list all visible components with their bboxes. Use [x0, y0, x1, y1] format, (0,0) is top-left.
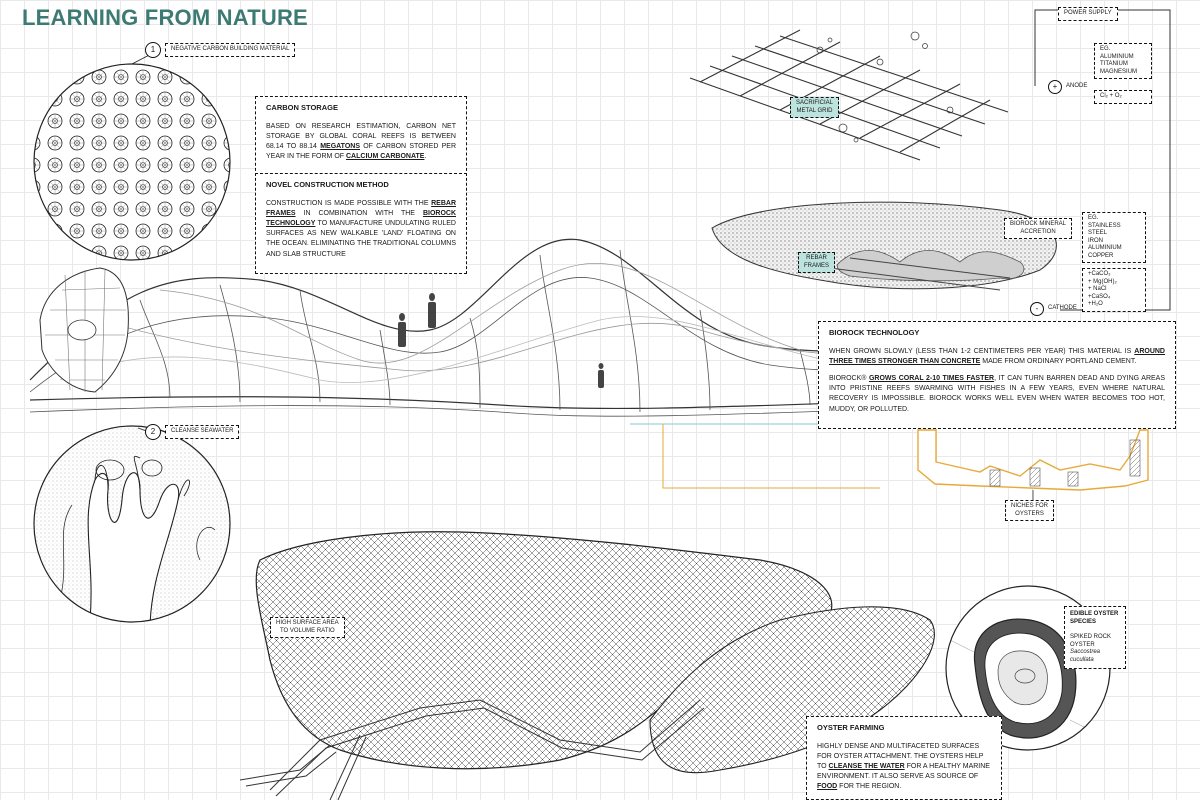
- emphasis-calcium-carbonate: CALCIUM CARBONATE: [346, 153, 425, 161]
- anode-plus-symbol: +: [1048, 80, 1062, 94]
- carbon-storage-box: CARBON STORAGE BASED ON RESEARCH ESTIMAT…: [255, 96, 467, 177]
- emphasis-food: FOOD: [817, 783, 838, 791]
- line: +CaSO₄: [1088, 293, 1111, 300]
- compounds-label: +CaCO₃ + Mg(OH)₂ + NaCl +CaSO₄ +H₂O: [1082, 268, 1146, 312]
- section-number-1: 1: [145, 42, 161, 58]
- text-run: .: [424, 153, 427, 161]
- section-label-1: NEGATIVE CARBON BUILDING MATERIAL: [165, 43, 296, 57]
- human-figures: [398, 293, 604, 388]
- oyster-farming-heading: OYSTER FARMING: [817, 723, 885, 732]
- surface-area-label: HIGH SURFACE AREA TO VOLUME RATIO: [270, 617, 345, 638]
- sponge-circle-illustration: [33, 425, 231, 623]
- sacrificial-metal-grid: [689, 29, 1009, 161]
- line: + Mg(OH)₂: [1088, 278, 1117, 285]
- line: COPPER: [1088, 252, 1114, 259]
- text-run: BIOROCK®: [829, 375, 869, 383]
- gas-output-label: Cl₂ + O₂: [1094, 90, 1152, 104]
- text-run: FOR A HEALTHY MARINE ENVIRONMENT. IT ALS…: [817, 763, 990, 781]
- faceted-reef-wing: [649, 606, 935, 774]
- cathode-minus-symbol: -: [1030, 302, 1044, 316]
- novel-construction-text: CONSTRUCTION IS MADE POSSIBLE WITH THE R…: [266, 199, 456, 260]
- biorock-accretion-slab: [711, 201, 1057, 291]
- line: SACRIFICIAL: [796, 100, 834, 106]
- line: ALUMINIUM: [1100, 53, 1134, 60]
- text-run: TO MANUFACTURE UNDULATING RULED SURFACES…: [266, 220, 456, 258]
- mineral-accretion-label: BIOROCK MINERAL ACCRETION: [1004, 218, 1073, 239]
- power-supply-label: POWER SUPPLY: [1058, 7, 1118, 21]
- line: OYSTER: [1070, 641, 1095, 648]
- line: EG.: [1100, 46, 1111, 52]
- section-number-2: 2: [145, 424, 161, 440]
- faceted-reef-structure: [255, 531, 833, 770]
- cathode-label: CATHODE: [1048, 305, 1077, 311]
- line: + NaCl: [1088, 286, 1107, 292]
- text-run: BASED ON RESEARCH ESTIMATION, CARBON NET…: [266, 122, 456, 151]
- line: ALUMINIUM: [1088, 245, 1122, 251]
- line: TO VOLUME RATIO: [279, 627, 335, 634]
- line: IRON: [1088, 237, 1103, 244]
- oyster-niches-label: NICHES FOR OYSTERS: [1005, 500, 1055, 521]
- emphasis-rebar-frames: REBAR FRAMES: [266, 199, 456, 218]
- oyster-farming-text: HIGHLY DENSE AND MULTIFACETED SURFACES F…: [817, 742, 991, 793]
- line: HIGH SURFACE AREA: [276, 620, 339, 626]
- anode-materials-label: EG. ALUMINIUM TITANIUM MAGNESIUM: [1094, 43, 1152, 79]
- oyster-farming-box: OYSTER FARMING HIGHLY DENSE AND MULTIFAC…: [806, 716, 1002, 800]
- line: EG.: [1088, 215, 1099, 221]
- line: METAL GRID: [796, 107, 833, 114]
- line: EDIBLE OYSTER: [1070, 611, 1119, 617]
- carbon-storage-text: BASED ON RESEARCH ESTIMATION, CARBON NET…: [266, 122, 456, 163]
- biorock-heading: BIOROCK TECHNOLOGY: [829, 328, 920, 337]
- biorock-technology-box: BIOROCK TECHNOLOGY WHEN GROWN SLOWLY (LE…: [818, 321, 1176, 429]
- line: cucullata: [1070, 656, 1094, 663]
- emphasis-grows-coral-faster: GROWS CORAL 2-10 TIMES FASTER: [868, 375, 995, 383]
- rebar-frames-label: REBAR FRAMES: [798, 252, 836, 273]
- carbon-storage-heading: CARBON STORAGE: [266, 103, 338, 112]
- text-run: CONSTRUCTION IS MADE POSSIBLE WITH THE: [266, 199, 432, 207]
- oyster-species-label: EDIBLE OYSTER SPECIES SPIKED ROCK OYSTER…: [1064, 606, 1126, 669]
- oyster-niches-section: [917, 429, 1149, 491]
- anode-label: ANODE: [1066, 83, 1088, 89]
- undulating-pavilion-structure: [29, 238, 991, 417]
- line: +H₂O: [1088, 301, 1103, 307]
- emphasis-biorock-technology: BIOROCK TECHNOLOGY: [266, 210, 456, 228]
- text-run: FOR THE REGION.: [837, 783, 902, 791]
- text-run: WHEN GROWN SLOWLY (LESS THAN 1-2 CENTIME…: [829, 347, 1135, 355]
- section-label-2: CLEANSE SEAWATER: [165, 425, 240, 439]
- line: +CaCO₃: [1088, 271, 1111, 277]
- text-run: HIGHLY DENSE AND MULTIFACETED SURFACES F…: [817, 742, 984, 771]
- emphasis-stronger-than-concrete: AROUND THREE TIMES STRONGER THAN CONCRET…: [829, 347, 1165, 366]
- line: Saccostrea: [1070, 649, 1101, 655]
- line: SPIKED ROCK: [1070, 634, 1112, 640]
- emphasis-megatons: MEGATONS: [320, 143, 360, 151]
- novel-construction-box: NOVEL CONSTRUCTION METHOD CONSTRUCTION I…: [255, 173, 467, 274]
- biorock-paragraph-1: WHEN GROWN SLOWLY (LESS THAN 1-2 CENTIME…: [829, 347, 1165, 367]
- page-title: LEARNING FROM NATURE: [22, 5, 308, 30]
- line: OYSTERS: [1015, 510, 1044, 517]
- line: NICHES FOR: [1011, 503, 1049, 509]
- line: TITANIUM: [1100, 61, 1128, 67]
- line: SPECIES: [1070, 618, 1097, 625]
- biorock-paragraph-2: BIOROCK® GROWS CORAL 2-10 TIMES FASTER, …: [829, 374, 1165, 415]
- fan-shell-structure: [39, 267, 129, 393]
- walkway-branches: [239, 699, 705, 800]
- text-run: , IT CAN TURN BARREN DEAD AND DYING AREA…: [829, 375, 1166, 413]
- line: MAGNESIUM: [1100, 68, 1138, 75]
- coral-circle-illustration: [33, 63, 231, 261]
- line: BIOROCK MINERAL: [1010, 221, 1067, 227]
- text-run: MADE FROM ORDINARY PORTLAND CEMENT.: [980, 358, 1137, 366]
- cathode-materials-label: EG. STAINLESS STEEL IRON ALUMINIUM COPPE…: [1082, 212, 1146, 263]
- line: REBAR: [806, 255, 827, 261]
- line: FRAMES: [804, 262, 830, 269]
- line: STAINLESS STEEL: [1088, 222, 1121, 237]
- text-run: IN COMBINATION WITH THE: [295, 210, 423, 218]
- emphasis-cleanse-water: CLEANSE THE WATER: [828, 763, 905, 771]
- sacrificial-grid-label: SACRIFICIAL METAL GRID: [790, 97, 840, 118]
- line: ACCRETION: [1020, 228, 1056, 235]
- text-run: OF CARBON STORED PER YEAR IN THE FORM OF: [266, 143, 456, 161]
- novel-construction-heading: NOVEL CONSTRUCTION METHOD: [266, 180, 389, 189]
